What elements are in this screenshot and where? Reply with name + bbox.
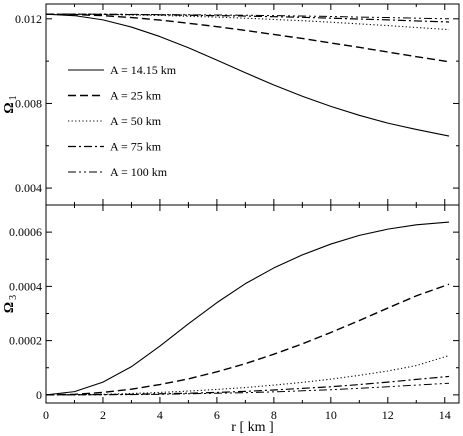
y-axis-label-omega1: Ω1 — [2, 95, 19, 113]
series-line-dashed-omega3 — [45, 283, 450, 396]
y-tick-label: 0.012 — [15, 12, 42, 26]
y-tick-label: 0.008 — [15, 96, 42, 110]
y-axis-label-omega3: Ω3 — [2, 295, 19, 313]
legend: A = 14.15 km A = 25 km A = 50 km A = 75 km A… — [68, 63, 177, 179]
x-tick-label: 14 — [439, 408, 451, 422]
series-line-dotted-omega3 — [45, 355, 450, 396]
x-tick-label: 0 — [43, 408, 49, 422]
x-tick-label: 4 — [157, 408, 163, 422]
series-line-solid-omega1 — [45, 13, 450, 137]
legend-label: A = 75 km — [110, 140, 162, 154]
series-line-dashed-omega1 — [45, 13, 450, 63]
y-tick-label: 0.004 — [15, 181, 42, 195]
x-tick-label: 8 — [271, 408, 277, 422]
x-tick-label: 10 — [325, 408, 337, 422]
plot-frame-omega3 — [45, 204, 460, 404]
plot-frame-omega1 — [45, 3, 460, 206]
series-line-dashdotdot-omega3 — [45, 382, 450, 396]
panel-omega3: 0 2 4 6 8 10 12 14 0 0.0002 0.0004 0.0006 Ω3 r [ km ] — [2, 204, 460, 435]
panel-omega1: 0.004 0.008 0.012 Ω1 — [2, 3, 460, 206]
x-axis-label: r [ km ] — [231, 420, 273, 435]
series-line-dashdotdot-omega1 — [46, 13, 450, 20]
x-tick-label: 12 — [382, 408, 394, 422]
x-tick-label: 6 — [214, 408, 220, 422]
y-tick-label: 0 — [36, 388, 42, 402]
legend-label: A = 50 km — [110, 114, 162, 128]
y-tick-label: 0.0004 — [9, 279, 42, 293]
legend-label: A = 14.15 km — [110, 63, 177, 77]
y-tick-label: 0.0006 — [9, 225, 42, 239]
legend-label: A = 100 km — [110, 165, 168, 179]
legend-label: A = 25 km — [110, 89, 162, 103]
series-line-solid-omega3 — [45, 221, 450, 396]
y-tick-label: 0.0002 — [9, 334, 42, 348]
x-tick-label: 2 — [100, 408, 106, 422]
